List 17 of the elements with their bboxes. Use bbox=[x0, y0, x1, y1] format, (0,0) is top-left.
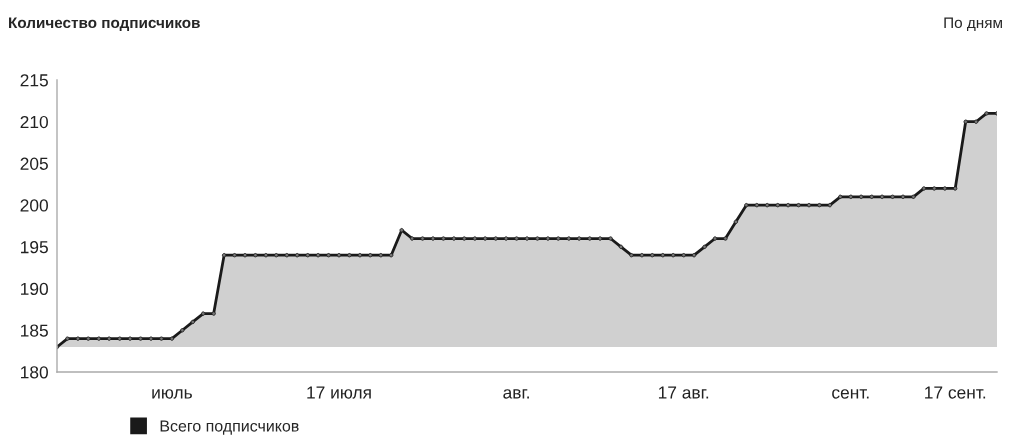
x-tick-label: сент. bbox=[832, 389, 869, 399]
x-tick-label: 17 сент. bbox=[925, 386, 986, 399]
y-tick-label: 210 bbox=[20, 115, 48, 129]
x-tick-label: 17 июля bbox=[307, 386, 371, 399]
y-tick-label: 185 bbox=[21, 324, 48, 337]
text: По дням bbox=[944, 17, 1002, 31]
y-tick-label: 190 bbox=[21, 282, 48, 296]
y-tick-label: 205 bbox=[20, 157, 48, 170]
x-tick-label: июль bbox=[152, 389, 192, 399]
chart-title: Количество подписчиков bbox=[9, 17, 200, 31]
x-tick-label: авг. bbox=[503, 389, 529, 399]
y-tick-label: 195 bbox=[21, 241, 48, 254]
y-tick-label: 200 bbox=[20, 199, 48, 212]
y-tick-label: 180 bbox=[21, 366, 48, 379]
y-tick-label: 215 bbox=[20, 74, 48, 87]
x-tick-label: 17 авг. bbox=[658, 386, 709, 399]
legend-label: Всего подписчиков bbox=[160, 420, 299, 435]
